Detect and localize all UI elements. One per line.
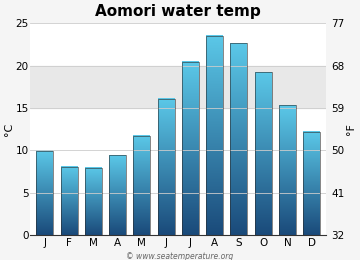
Y-axis label: °F: °F (346, 123, 356, 135)
Bar (109, 155, 126, 235)
Bar (303, 132, 320, 235)
Bar (85, 168, 102, 235)
Bar (60, 166, 77, 235)
Bar (230, 43, 247, 235)
Bar (255, 72, 272, 235)
Y-axis label: °C: °C (4, 122, 14, 136)
Bar (182, 62, 199, 235)
Bar (206, 36, 223, 235)
Bar (158, 99, 175, 235)
Bar (133, 136, 150, 235)
Text: © www.seatemperature.org: © www.seatemperature.org (126, 252, 234, 260)
Bar (279, 105, 296, 235)
Bar (36, 151, 53, 235)
Bar (30, 66, 326, 108)
Title: Aomori water temp: Aomori water temp (95, 4, 261, 19)
